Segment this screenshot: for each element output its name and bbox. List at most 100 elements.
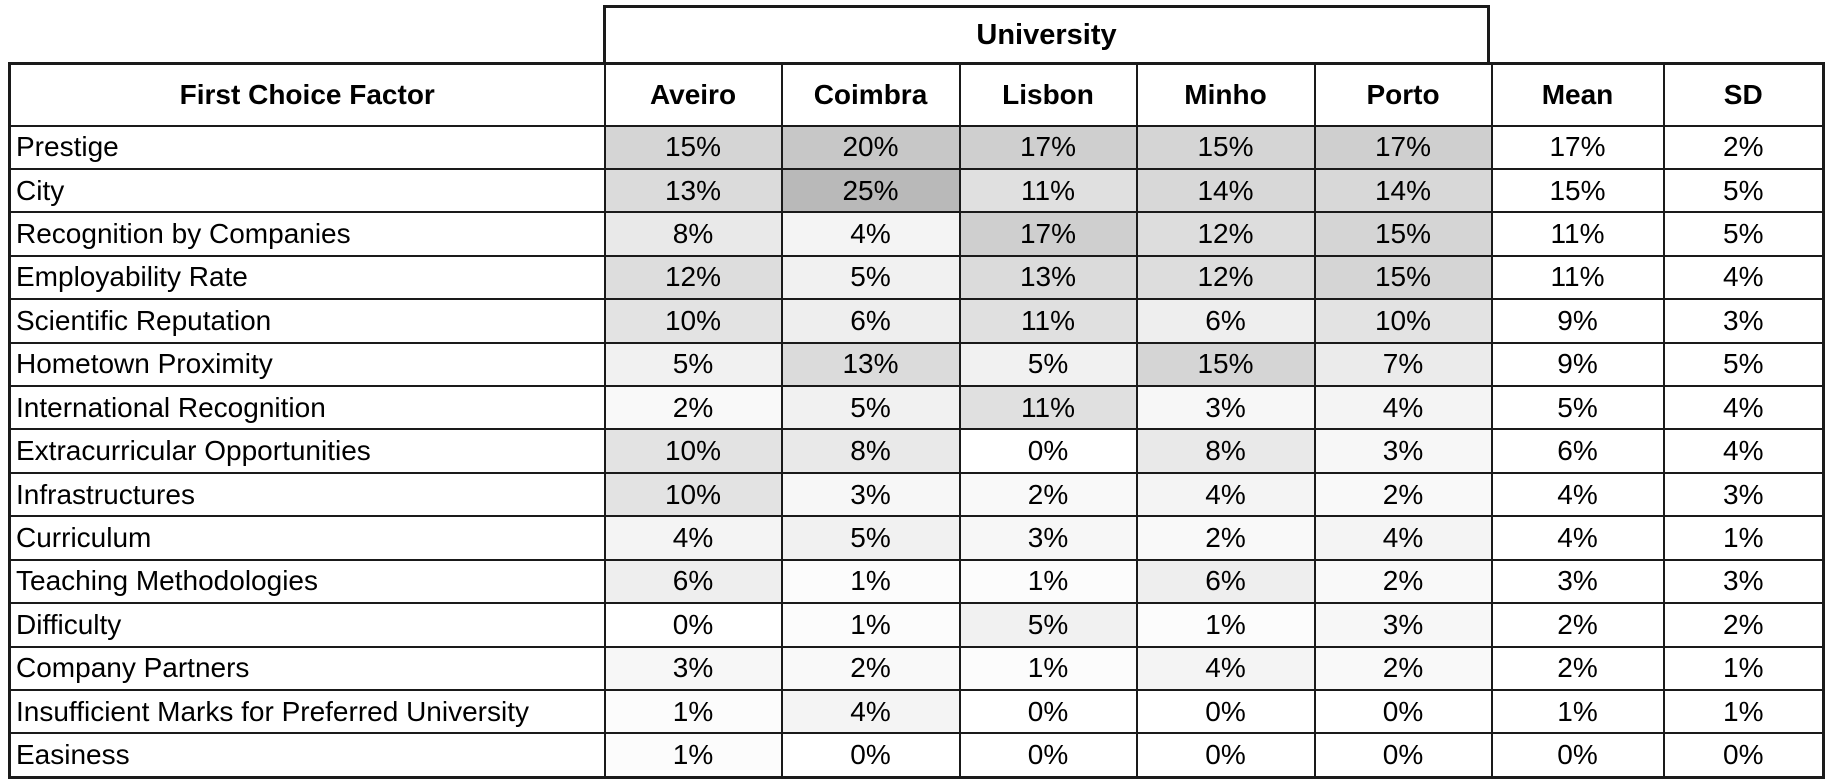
mean-cell: 3% (1490, 558, 1665, 605)
value-cell-aveiro: 5% (603, 341, 783, 388)
value-cell-minho: 12% (1135, 254, 1316, 301)
column-header-minho: Minho (1135, 62, 1316, 127)
mean-cell: 11% (1490, 211, 1665, 257)
value-cell-lisbon: 1% (958, 558, 1138, 605)
value-cell-aveiro: 10% (603, 298, 783, 344)
column-header-sd: SD (1662, 62, 1825, 127)
mean-cell: 9% (1490, 341, 1665, 388)
value-cell-porto: 17% (1313, 124, 1493, 170)
value-cell-aveiro: 0% (603, 602, 783, 648)
value-cell-aveiro: 1% (603, 732, 783, 779)
mean-cell: 2% (1490, 645, 1665, 691)
value-cell-porto: 2% (1313, 558, 1493, 605)
table-row: Extracurricular Opportunities 10% 8% 0% 8% 3%… (8, 428, 1825, 474)
factor-label: Extracurricular Opportunities (8, 428, 606, 474)
value-cell-aveiro: 10% (603, 471, 783, 518)
value-cell-porto: 15% (1313, 211, 1493, 257)
table-row: Hometown Proximity 5% 13% 5% 15% 7% 9% 5% (8, 341, 1825, 388)
value-cell-lisbon: 11% (958, 167, 1138, 214)
mean-cell: 5% (1490, 385, 1665, 431)
value-cell-minho: 14% (1135, 167, 1316, 214)
table-row: Easiness 1% 0% 0% 0% 0% 0% 0% (8, 732, 1825, 779)
value-cell-lisbon: 5% (958, 602, 1138, 648)
sd-cell: 1% (1662, 515, 1825, 561)
column-header-aveiro: Aveiro (603, 62, 783, 127)
table-row: Prestige 15% 20% 17% 15% 17% 17% 2% (8, 124, 1825, 170)
value-cell-coimbra: 2% (780, 645, 961, 691)
sd-cell: 2% (1662, 602, 1825, 648)
factor-label: Easiness (8, 732, 606, 779)
value-cell-aveiro: 10% (603, 428, 783, 474)
value-cell-lisbon: 0% (958, 688, 1138, 735)
mean-cell: 9% (1490, 298, 1665, 344)
value-cell-porto: 3% (1313, 602, 1493, 648)
column-header-first-choice-factor: First Choice Factor (8, 62, 606, 127)
table-row: Infrastructures 10% 3% 2% 4% 2% 4% 3% (8, 471, 1825, 518)
value-cell-lisbon: 5% (958, 341, 1138, 388)
value-cell-lisbon: 1% (958, 645, 1138, 691)
sd-cell: 4% (1662, 385, 1825, 431)
mean-cell: 17% (1490, 124, 1665, 170)
mean-cell: 11% (1490, 254, 1665, 301)
value-cell-aveiro: 3% (603, 645, 783, 691)
value-cell-porto: 4% (1313, 515, 1493, 561)
factor-label: Curriculum (8, 515, 606, 561)
mean-cell: 15% (1490, 167, 1665, 214)
value-cell-coimbra: 5% (780, 254, 961, 301)
first-choice-factor-table: First Choice Factor Aveiro Coimbra Lisbon Mi… (8, 62, 1825, 779)
value-cell-coimbra: 3% (780, 471, 961, 518)
value-cell-minho: 6% (1135, 298, 1316, 344)
value-cell-minho: 0% (1135, 688, 1316, 735)
value-cell-aveiro: 6% (603, 558, 783, 605)
group-header-label: University (976, 18, 1117, 51)
value-cell-aveiro: 15% (603, 124, 783, 170)
value-cell-coimbra: 20% (780, 124, 961, 170)
sd-cell: 3% (1662, 558, 1825, 605)
value-cell-coimbra: 8% (780, 428, 961, 474)
value-cell-coimbra: 6% (780, 298, 961, 344)
factor-label: Prestige (8, 124, 606, 170)
sd-cell: 3% (1662, 471, 1825, 518)
sd-cell: 1% (1662, 688, 1825, 735)
group-header-band: University (8, 5, 1822, 62)
sd-cell: 2% (1662, 124, 1825, 170)
value-cell-porto: 2% (1313, 645, 1493, 691)
factor-label: International Recognition (8, 385, 606, 431)
value-cell-aveiro: 13% (603, 167, 783, 214)
value-cell-porto: 0% (1313, 732, 1493, 779)
table-row: Difficulty 0% 1% 5% 1% 3% 2% 2% (8, 602, 1825, 648)
factor-label: Insufficient Marks for Preferred Univers… (8, 688, 606, 735)
factor-label: Teaching Methodologies (8, 558, 606, 605)
value-cell-aveiro: 2% (603, 385, 783, 431)
table-row: International Recognition 2% 5% 11% 3% 4% 5% 4% (8, 385, 1825, 431)
value-cell-porto: 2% (1313, 471, 1493, 518)
column-header-coimbra: Coimbra (780, 62, 961, 127)
value-cell-lisbon: 13% (958, 254, 1138, 301)
group-header-university: University (603, 5, 1490, 62)
value-cell-coimbra: 4% (780, 211, 961, 257)
value-cell-minho: 4% (1135, 471, 1316, 518)
value-cell-porto: 14% (1313, 167, 1493, 214)
mean-cell: 0% (1490, 732, 1665, 779)
value-cell-minho: 4% (1135, 645, 1316, 691)
table-row: Insufficient Marks for Preferred Univers… (8, 688, 1825, 735)
mean-cell: 4% (1490, 515, 1665, 561)
factor-label: Hometown Proximity (8, 341, 606, 388)
value-cell-coimbra: 13% (780, 341, 961, 388)
mean-cell: 1% (1490, 688, 1665, 735)
value-cell-minho: 15% (1135, 341, 1316, 388)
sd-cell: 5% (1662, 211, 1825, 257)
table-row: Teaching Methodologies 6% 1% 1% 6% 2% 3% 3% (8, 558, 1825, 605)
value-cell-minho: 8% (1135, 428, 1316, 474)
sd-cell: 0% (1662, 732, 1825, 779)
table-row: Curriculum 4% 5% 3% 2% 4% 4% 1% (8, 515, 1825, 561)
value-cell-coimbra: 1% (780, 602, 961, 648)
value-cell-coimbra: 5% (780, 385, 961, 431)
column-header-lisbon: Lisbon (958, 62, 1138, 127)
value-cell-minho: 0% (1135, 732, 1316, 779)
value-cell-porto: 3% (1313, 428, 1493, 474)
value-cell-coimbra: 0% (780, 732, 961, 779)
value-cell-minho: 15% (1135, 124, 1316, 170)
table-row: City 13% 25% 11% 14% 14% 15% 5% (8, 167, 1825, 214)
